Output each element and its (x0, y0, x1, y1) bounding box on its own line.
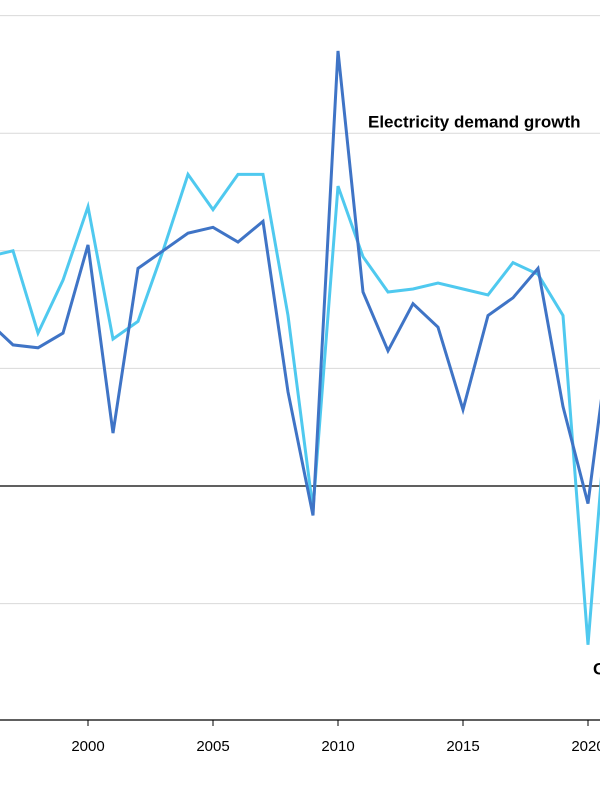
x-tick-label: 2010 (321, 738, 354, 755)
series-line-2 (0, 171, 600, 645)
annotation-label: Electricity demand growth (368, 112, 581, 131)
x-tick-label: 2000 (71, 738, 104, 755)
x-tick-label: 2015 (446, 738, 479, 755)
annotation-label: G (593, 659, 600, 678)
x-tick-label: 2020 (571, 738, 600, 755)
x-tick-label: 2005 (196, 738, 229, 755)
series-line-1 (0, 50, 600, 516)
